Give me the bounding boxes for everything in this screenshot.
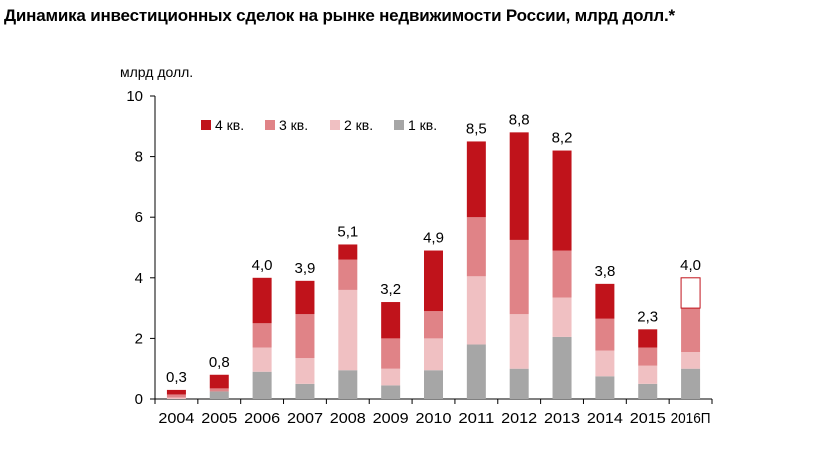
bar-segment-3q-2012 [509, 239, 529, 315]
bar-segment-4q-2006 [252, 277, 272, 324]
total-label-2007: 3,9 [295, 260, 316, 277]
total-label-2009: 3,2 [380, 281, 401, 298]
bar-segment-4q-2014 [595, 283, 615, 319]
bar-segment-3q-2014 [595, 318, 615, 351]
y-tick-label: 0 [135, 391, 143, 408]
bar-segment-3q-2009 [381, 338, 401, 369]
bar-segment-4q-2013 [552, 150, 572, 251]
total-labels: 0,3 0,8 4,0 3,9 5,1 3,2 4,9 8,5 8,8 8,2 3,8 2,3 4,0 [166, 111, 701, 386]
x-tick-label: 2015 [630, 410, 666, 427]
x-tick-label: 2011 [458, 410, 494, 427]
bar-segment-4q-2015 [638, 329, 658, 348]
y-axis-unit-label: млрд долл. [120, 64, 193, 80]
bar-segment-2q-2007 [295, 358, 315, 384]
total-label-2016П: 4,0 [680, 257, 701, 274]
x-tick-label: 2012 [501, 410, 537, 427]
legend-swatch-2q [330, 120, 340, 130]
bar-segment-2q-2008 [338, 289, 358, 371]
y-tick-label: 2 [135, 330, 143, 347]
bar-segment-3q-2006 [252, 323, 272, 348]
bar-segment-2q-2015 [638, 365, 658, 384]
bar-segment-4q-2005 [209, 374, 229, 389]
bar-segment-2q-2004 [166, 397, 186, 399]
bar-segment-4q-2007 [295, 280, 315, 315]
total-label-2014: 3,8 [594, 263, 615, 280]
total-label-2011: 8,5 [466, 120, 487, 137]
bar-segment-2q-2012 [509, 314, 529, 369]
x-tick-label: 2008 [330, 410, 366, 427]
bar-segment-2q-2014 [595, 350, 615, 377]
bar-segment-4q-2016П [680, 277, 701, 309]
bar-segment-4q-2009 [381, 302, 401, 339]
total-label-2013: 8,2 [552, 130, 573, 147]
legend-label-2q: 2 кв. [344, 117, 373, 133]
bar-segment-2q-2010 [424, 338, 443, 371]
bar-segment-1q-2010 [424, 370, 443, 399]
bars [166, 132, 701, 399]
legend-label-4q: 4 кв. [215, 117, 244, 133]
x-tick-label: 2009 [373, 410, 409, 427]
total-label-2005: 0,8 [209, 354, 230, 371]
total-label-2012: 8,8 [509, 111, 530, 128]
x-tick-label: 2004 [158, 410, 194, 427]
bar-segment-2q-2016П [681, 352, 701, 369]
legend-swatch-3q [265, 120, 275, 130]
y-tick-labels: 0 2 4 6 8 10 [126, 88, 143, 408]
bar-segment-4q-2004 [166, 389, 186, 395]
total-label-2010: 4,9 [423, 230, 444, 247]
bar-segment-2q-2009 [381, 368, 401, 386]
bar-segment-4q-2012 [509, 132, 529, 240]
bar-segment-3q-2008 [338, 259, 358, 290]
y-tick-label: 8 [135, 149, 143, 166]
bar-segment-3q-2015 [638, 347, 658, 366]
bar-segment-1q-2006 [252, 371, 272, 399]
bar-segment-3q-2013 [552, 250, 572, 298]
bar-segment-1q-2014 [595, 376, 615, 399]
y-tick-label: 10 [126, 88, 143, 105]
bar-segment-1q-2015 [638, 383, 658, 399]
bar-segment-1q-2009 [381, 385, 401, 399]
legend-label-1q: 1 кв. [408, 117, 437, 133]
bar-segment-3q-2010 [424, 311, 443, 339]
total-label-2004: 0,3 [166, 369, 187, 386]
x-tick-label: 2016П [671, 410, 711, 427]
bar-segment-3q-2004 [166, 394, 186, 398]
bar-segment-4q-2008 [338, 244, 358, 260]
x-tick-labels: 2004 2005 2006 2007 2008 2009 2010 2011 2012 2013… [158, 410, 710, 427]
bar-segment-1q-2008 [338, 370, 358, 399]
total-label-2006: 4,0 [252, 257, 273, 274]
x-tick-label: 2014 [587, 410, 623, 427]
bar-segment-3q-2005 [209, 388, 229, 392]
bar-segment-2q-2006 [252, 347, 272, 372]
legend-label-3q: 3 кв. [279, 117, 308, 133]
bar-segment-3q-2011 [466, 217, 486, 277]
chart-title: Динамика инвестиционных сделок на рынке … [4, 6, 675, 25]
legend: 4 кв. 3 кв. 2 кв. 1 кв. [201, 117, 437, 133]
total-label-2008: 5,1 [337, 223, 358, 240]
bar-segment-1q-2016П [681, 368, 701, 399]
bar-segment-1q-2005 [209, 391, 229, 399]
bar-segment-3q-2016П [681, 308, 701, 353]
bar-segment-4q-2011 [466, 141, 486, 218]
x-tick-label: 2013 [544, 410, 580, 427]
bar-segment-2q-2013 [552, 297, 572, 337]
x-tick-label: 2006 [244, 410, 280, 427]
bar-segment-3q-2007 [295, 314, 315, 359]
y-tick-label: 6 [135, 209, 143, 226]
total-label-2015: 2,3 [637, 308, 658, 325]
bar-segment-1q-2007 [295, 383, 315, 399]
x-tick-label: 2010 [416, 410, 452, 427]
y-tick-label: 4 [135, 270, 143, 287]
x-tick-label: 2007 [287, 410, 323, 427]
bar-segment-4q-2010 [424, 250, 443, 312]
x-tick-label: 2005 [201, 410, 237, 427]
bar-segment-1q-2012 [509, 368, 529, 399]
bar-segment-1q-2013 [552, 336, 572, 399]
legend-swatch-1q [394, 120, 404, 130]
bar-segment-2q-2011 [466, 276, 486, 345]
legend-swatch-4q [201, 120, 211, 130]
bar-segment-1q-2011 [466, 344, 486, 399]
